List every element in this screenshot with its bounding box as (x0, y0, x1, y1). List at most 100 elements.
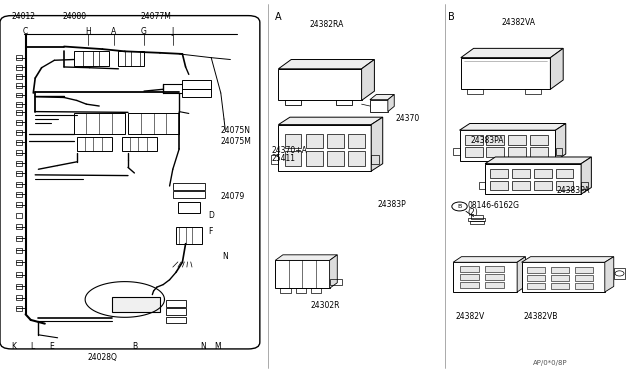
Text: A: A (275, 12, 282, 22)
Bar (471, 215, 483, 219)
Bar (16, 140, 22, 145)
Bar (16, 83, 22, 88)
Bar (280, 288, 291, 293)
Text: 24080: 24080 (63, 12, 87, 21)
Bar (74, 113, 125, 134)
Bar (534, 181, 552, 190)
Text: 08146-6162G: 08146-6162G (467, 201, 519, 210)
Polygon shape (362, 60, 374, 100)
Text: E: E (49, 342, 54, 351)
Bar (327, 151, 344, 166)
Bar (16, 295, 22, 300)
Text: J: J (172, 27, 174, 36)
Bar (467, 89, 483, 94)
Text: H: H (86, 27, 91, 36)
Bar (453, 262, 517, 292)
Text: 24383P: 24383P (378, 200, 406, 209)
Bar (575, 267, 593, 273)
Bar (16, 55, 22, 60)
Bar (486, 147, 504, 157)
Bar (460, 282, 479, 288)
Bar (485, 274, 504, 280)
Polygon shape (278, 60, 374, 69)
Bar (306, 151, 323, 166)
Bar (16, 150, 22, 155)
Text: 24079: 24079 (221, 192, 245, 201)
Bar (336, 100, 352, 105)
Bar (556, 148, 562, 155)
Bar (128, 113, 179, 134)
Bar (16, 213, 22, 218)
Bar (460, 130, 556, 161)
Bar (614, 268, 625, 279)
Bar (278, 125, 371, 171)
Bar (508, 147, 526, 157)
Bar (16, 260, 22, 265)
Bar (16, 224, 22, 229)
Polygon shape (550, 48, 563, 89)
Text: AP/0*0/8P: AP/0*0/8P (533, 360, 568, 366)
Text: 24370: 24370 (396, 114, 420, 123)
Bar (16, 65, 22, 70)
Polygon shape (581, 157, 591, 194)
Text: 24383PA: 24383PA (557, 186, 590, 195)
Bar (16, 130, 22, 135)
Bar (527, 267, 545, 273)
Polygon shape (371, 117, 383, 171)
Bar (16, 192, 22, 197)
Bar (530, 147, 548, 157)
Bar (534, 169, 552, 178)
Polygon shape (278, 117, 383, 125)
Bar (178, 202, 200, 213)
Bar (348, 151, 365, 166)
Polygon shape (330, 255, 337, 288)
Bar (16, 171, 22, 176)
Bar (16, 120, 22, 125)
Text: M: M (214, 342, 221, 351)
Text: N: N (223, 252, 228, 261)
Bar (490, 181, 508, 190)
Bar (118, 51, 144, 66)
Bar (465, 135, 483, 145)
Bar (16, 272, 22, 277)
Bar (16, 93, 22, 97)
Text: L: L (30, 342, 34, 351)
Bar (485, 266, 504, 272)
Bar (527, 283, 545, 289)
Bar (468, 218, 485, 221)
Text: (2): (2) (467, 208, 478, 217)
Bar (16, 202, 22, 207)
Bar (370, 100, 388, 112)
Bar (122, 137, 157, 151)
Polygon shape (453, 257, 525, 262)
Bar (176, 227, 202, 244)
Bar (16, 110, 22, 115)
Text: 24382V: 24382V (456, 312, 485, 321)
Bar (486, 135, 504, 145)
Bar (460, 266, 479, 272)
Text: D: D (208, 211, 214, 220)
Polygon shape (370, 94, 394, 100)
Text: 24075N: 24075N (221, 126, 251, 135)
Bar (278, 69, 362, 100)
Bar (551, 275, 569, 281)
Text: C: C (23, 27, 28, 36)
Text: 24382VB: 24382VB (524, 312, 558, 321)
Bar (182, 80, 211, 89)
Bar (285, 100, 301, 105)
Bar (556, 181, 573, 190)
Text: 24382VA: 24382VA (501, 18, 536, 27)
Bar (551, 267, 569, 273)
Bar (525, 89, 541, 94)
Text: 24302R: 24302R (310, 301, 340, 310)
Bar (16, 306, 22, 311)
Bar (74, 51, 109, 66)
Text: N: N (201, 342, 206, 351)
Polygon shape (460, 124, 566, 130)
Polygon shape (485, 157, 591, 164)
Bar (512, 169, 530, 178)
Bar (508, 135, 526, 145)
Bar (166, 317, 186, 323)
Bar (285, 134, 301, 148)
Bar (575, 275, 593, 281)
